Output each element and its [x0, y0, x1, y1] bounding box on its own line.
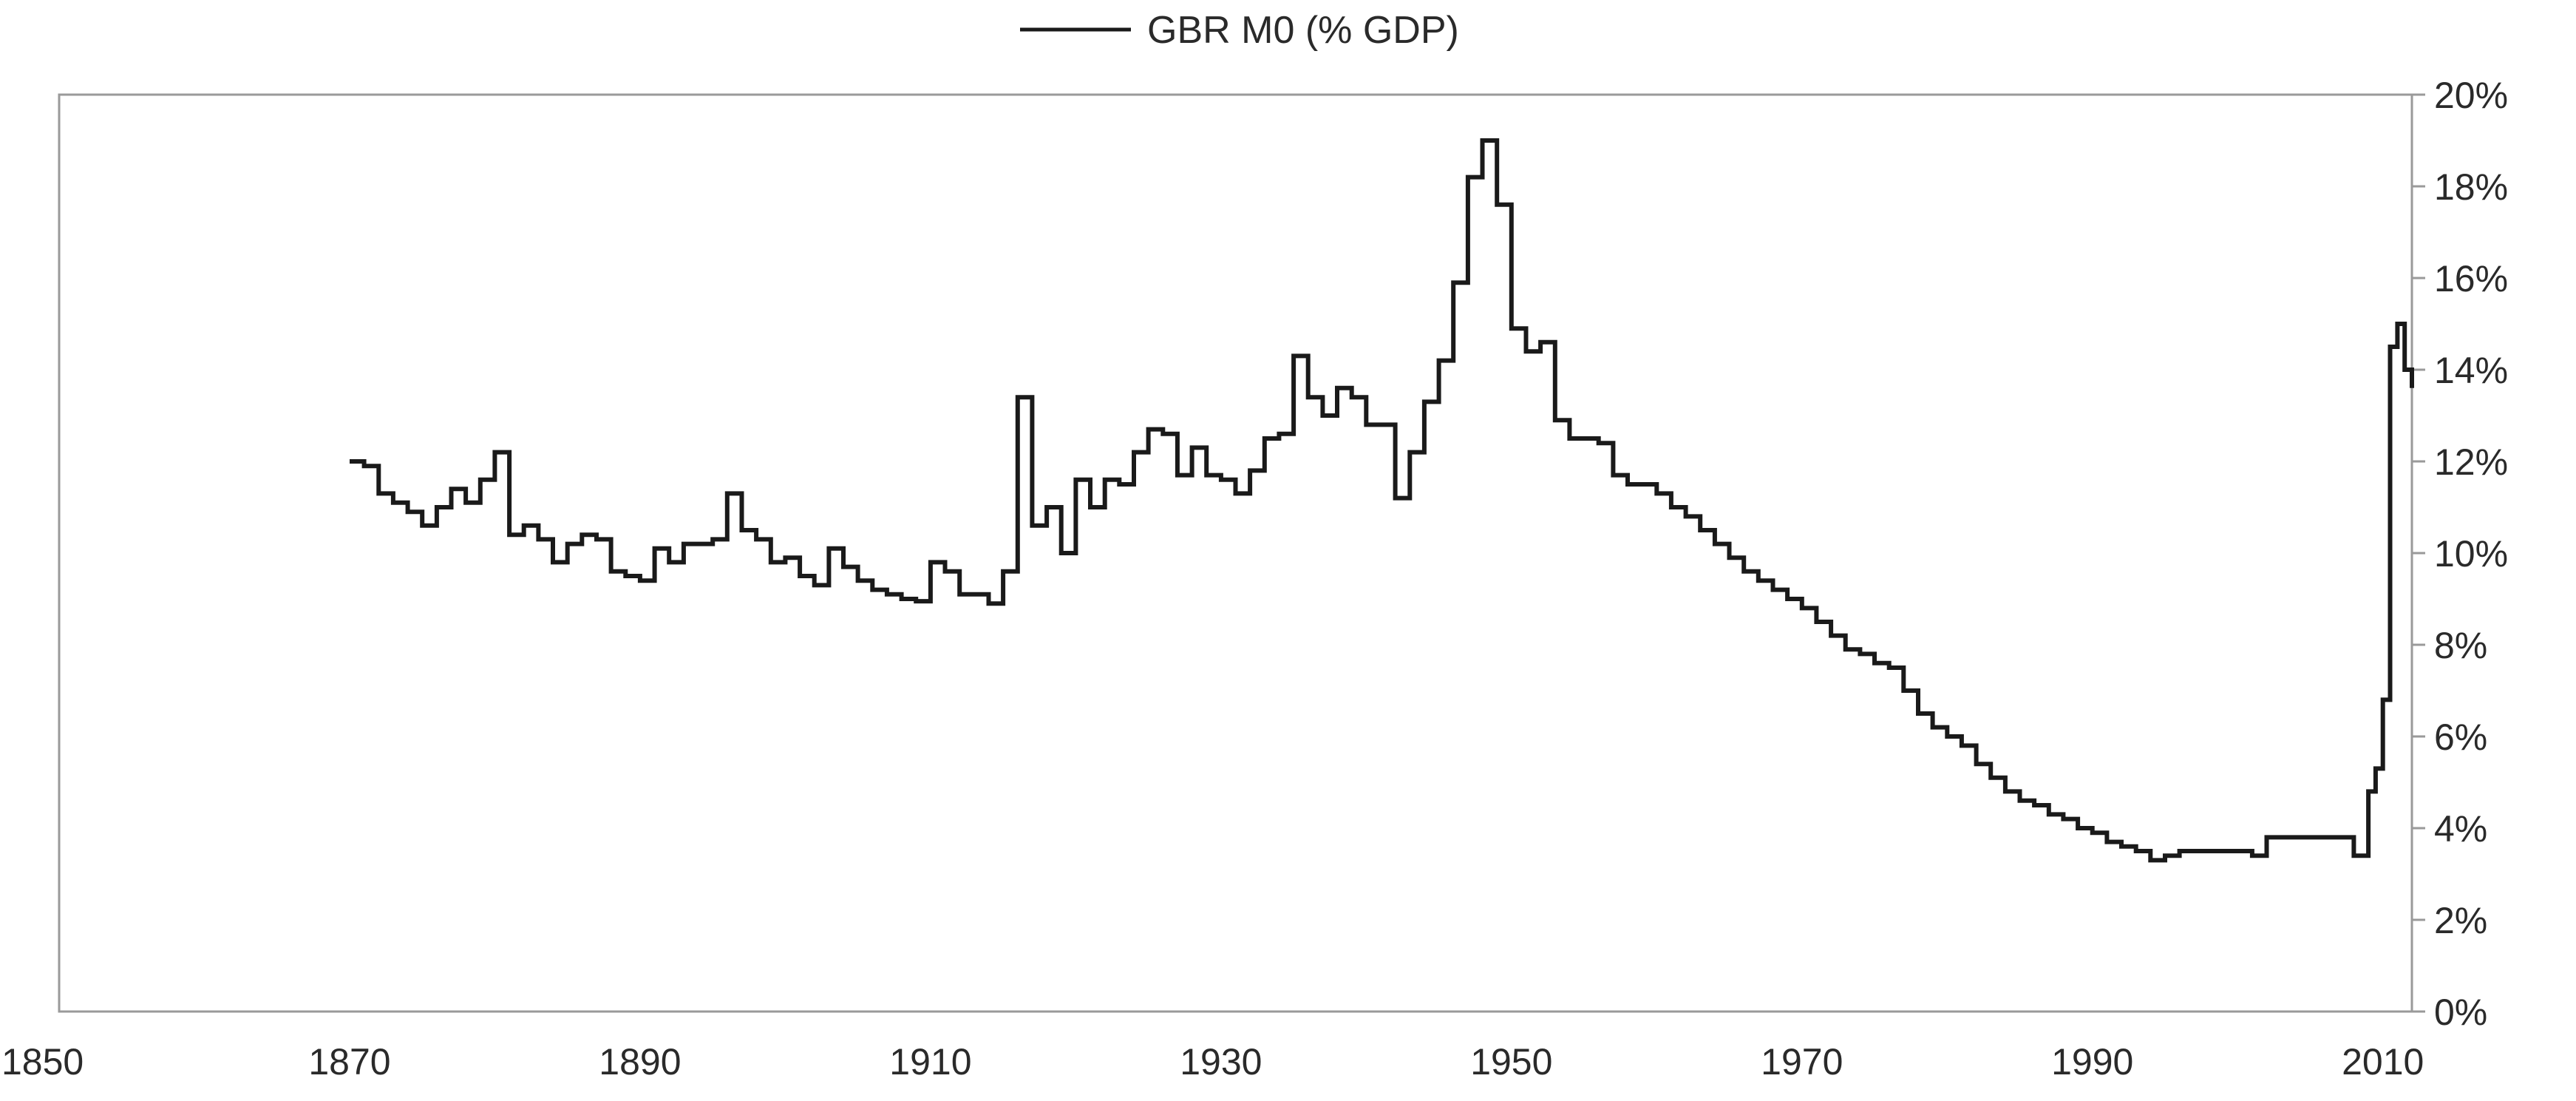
legend-label: GBR M0 (% GDP) — [1147, 9, 1459, 52]
y-tick-label: 20% — [2434, 75, 2508, 116]
x-tick-label: 2010 — [2342, 1041, 2424, 1083]
y-tick-label: 16% — [2434, 258, 2508, 299]
x-tick-label: 1870 — [308, 1041, 390, 1083]
y-tick-label: 0% — [2434, 992, 2487, 1033]
x-tick-label: 1950 — [1470, 1041, 1552, 1083]
x-axis: 1850 1870 1890 1910 1930 1950 1970 1990 2010 — [1, 1010, 2424, 1083]
y-tick-label: 18% — [2434, 166, 2508, 208]
series-layer — [350, 138, 2414, 863]
y-tick-label: 8% — [2434, 625, 2487, 666]
x-tick-label: 1890 — [599, 1041, 681, 1083]
y-tick-label: 6% — [2434, 717, 2487, 758]
plot-frame — [58, 93, 2413, 1013]
series-line-0 — [350, 138, 2414, 863]
x-tick-label: 1930 — [1180, 1041, 1262, 1083]
x-tick-label: 1970 — [1761, 1041, 1843, 1083]
y-tick-label: 14% — [2434, 350, 2508, 391]
y-tick-label: 4% — [2434, 808, 2487, 850]
x-tick-label: 1990 — [2051, 1041, 2133, 1083]
legend: GBR M0 (% GDP) — [1020, 9, 1459, 52]
y-tick-label: 10% — [2434, 533, 2508, 575]
y-axis: 0% 2% 4% 6% 8% 10% 12% 14% 16% 18% 20% — [2410, 75, 2508, 1033]
y-tick-label: 2% — [2434, 900, 2487, 941]
x-tick-label: 1910 — [889, 1041, 971, 1083]
x-tick-label: 1850 — [1, 1041, 84, 1083]
y-tick-label: 12% — [2434, 441, 2508, 483]
